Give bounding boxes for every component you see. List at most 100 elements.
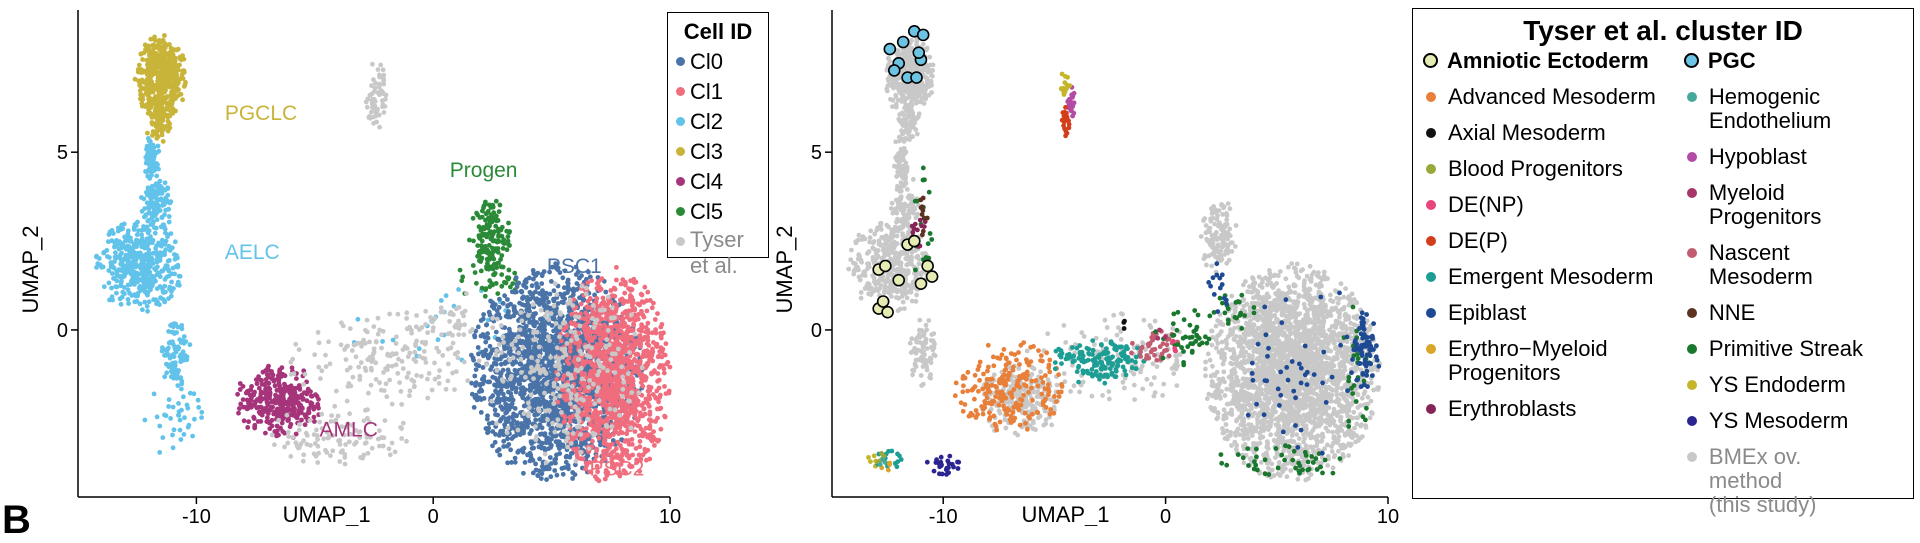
point <box>168 45 174 51</box>
point <box>162 412 167 418</box>
point <box>658 324 664 330</box>
point <box>566 361 572 367</box>
point <box>504 381 510 387</box>
point <box>158 183 163 189</box>
point <box>471 357 476 363</box>
point <box>516 280 522 286</box>
point <box>192 416 197 422</box>
point <box>274 423 280 429</box>
point <box>633 352 639 357</box>
point <box>152 230 158 236</box>
point <box>547 291 553 297</box>
point <box>522 460 528 465</box>
point <box>548 375 553 381</box>
point <box>540 440 545 446</box>
point <box>104 248 110 253</box>
point <box>504 396 509 402</box>
point <box>662 413 667 419</box>
point <box>435 337 441 343</box>
point <box>168 323 173 328</box>
point <box>164 274 170 280</box>
point <box>538 326 544 331</box>
point <box>656 385 662 391</box>
point <box>528 439 534 444</box>
point <box>235 391 241 397</box>
point <box>645 289 651 295</box>
point <box>162 283 168 289</box>
point <box>559 299 565 305</box>
point <box>476 249 482 255</box>
point <box>650 358 656 364</box>
point <box>632 429 638 434</box>
point <box>120 226 126 232</box>
point <box>267 426 273 432</box>
point <box>534 285 540 290</box>
point <box>500 264 506 270</box>
point <box>155 143 161 149</box>
point <box>178 357 184 362</box>
point <box>471 405 477 410</box>
point <box>658 426 664 432</box>
point <box>628 286 634 292</box>
point <box>487 284 493 290</box>
point <box>144 280 149 286</box>
point <box>499 283 505 289</box>
point <box>497 227 502 233</box>
point <box>548 461 554 466</box>
point <box>564 332 570 338</box>
point <box>490 429 496 434</box>
point <box>539 425 545 431</box>
point <box>546 446 552 451</box>
figure: -10 0 1005UMAP_1UMAP_2PGCLCAELCAMLCProgenP… <box>18 10 1399 526</box>
point <box>162 374 168 380</box>
point <box>518 386 524 391</box>
point <box>506 267 512 273</box>
point <box>552 457 558 463</box>
point <box>157 121 162 127</box>
point <box>509 414 515 420</box>
point <box>551 297 557 303</box>
point <box>240 397 246 402</box>
point <box>470 263 476 268</box>
point <box>148 104 154 110</box>
point <box>488 367 493 372</box>
point <box>513 275 519 281</box>
point <box>123 254 129 260</box>
point <box>666 390 672 396</box>
point <box>294 376 299 381</box>
point <box>162 96 168 102</box>
point <box>308 393 314 399</box>
point <box>637 439 643 444</box>
point <box>282 381 287 387</box>
point <box>172 239 178 245</box>
point <box>493 412 498 417</box>
point <box>539 281 545 286</box>
point <box>487 343 493 349</box>
point <box>509 289 515 295</box>
point <box>280 390 286 396</box>
point <box>151 391 157 397</box>
point <box>483 287 488 293</box>
point <box>416 346 422 352</box>
point <box>483 244 488 249</box>
point <box>280 402 286 408</box>
point <box>596 435 602 441</box>
point <box>605 452 610 458</box>
point <box>587 371 593 377</box>
point <box>478 410 484 415</box>
point <box>496 433 502 438</box>
point <box>124 263 130 268</box>
point <box>564 453 570 459</box>
point <box>642 374 648 379</box>
point <box>241 404 247 410</box>
point <box>553 407 559 412</box>
point <box>503 418 509 424</box>
point <box>153 109 159 114</box>
point <box>311 404 317 410</box>
point <box>121 221 127 227</box>
point <box>506 389 511 395</box>
point <box>166 397 172 402</box>
point <box>144 289 149 295</box>
point <box>656 399 661 405</box>
point <box>305 388 311 394</box>
